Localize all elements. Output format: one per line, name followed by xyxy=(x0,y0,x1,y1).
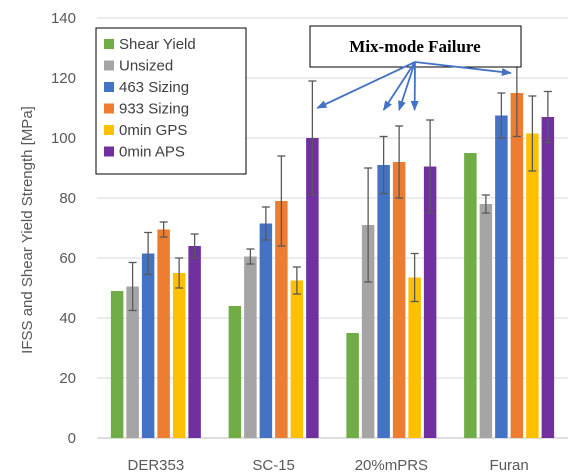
legend-label: 0min APS xyxy=(119,144,185,161)
legend-swatch xyxy=(104,146,114,157)
y-tick-label: 140 xyxy=(51,10,76,27)
annotation-arrow xyxy=(414,61,512,76)
bar xyxy=(361,225,375,438)
bar xyxy=(110,291,124,438)
bar xyxy=(464,153,477,438)
legend: Shear Yield Unsized 463 Sizing 933 Sizing 0m… xyxy=(95,27,247,175)
bar xyxy=(495,115,508,438)
bar xyxy=(510,93,524,438)
legend-swatch xyxy=(104,60,114,71)
x-tick-label: DER353 xyxy=(128,457,185,474)
y-tick-label: 60 xyxy=(59,250,76,267)
bar xyxy=(377,165,390,438)
annotation: Mix-mode Failure xyxy=(309,25,522,111)
y-tick-label: 0 xyxy=(68,430,76,447)
bar xyxy=(244,256,257,438)
bar xyxy=(141,253,155,438)
legend-swatch xyxy=(104,82,114,92)
y-tick-label: 40 xyxy=(59,310,76,327)
bar xyxy=(423,166,437,438)
bar xyxy=(306,138,319,438)
bar xyxy=(126,286,139,438)
axes: 0 20 40 60 80 100 120 140 DER353 SC-15 20%mPRS Fura… xyxy=(51,10,568,474)
annotation-arrow xyxy=(382,61,416,111)
y-tick-label: 100 xyxy=(51,130,76,147)
bar xyxy=(188,246,201,438)
bar xyxy=(479,204,493,438)
legend-label: 463 Sizing xyxy=(119,79,189,96)
annotation-arrow xyxy=(316,61,416,109)
legend-label: Shear Yield xyxy=(119,36,196,53)
legend-label: 933 Sizing xyxy=(119,101,189,118)
x-tick-label: Furan xyxy=(490,457,529,474)
legend-swatch xyxy=(104,39,114,49)
annotation-arrow xyxy=(398,61,416,111)
bar xyxy=(526,133,539,438)
bar xyxy=(172,273,186,438)
bar xyxy=(392,162,406,438)
bar xyxy=(157,229,170,438)
y-axis-title: IFSS and Shear Yield Strength [MPa] xyxy=(19,106,36,354)
legend-box xyxy=(95,27,247,175)
x-tick-label: 20%mPRS xyxy=(355,457,428,474)
annotation-box xyxy=(309,25,522,68)
bar xyxy=(275,201,288,438)
bar xyxy=(541,117,555,438)
y-tick-label: 120 xyxy=(51,70,76,87)
bar xyxy=(290,280,304,438)
bar xyxy=(228,306,242,438)
bar xyxy=(346,333,359,438)
legend-label: 0min GPS xyxy=(119,122,187,139)
legend-label: Unsized xyxy=(119,58,173,75)
error-bars xyxy=(128,48,552,312)
bar xyxy=(408,277,421,438)
bars xyxy=(110,93,555,438)
y-tick-label: 80 xyxy=(59,190,76,207)
annotation-text: Mix-mode Failure xyxy=(349,37,481,56)
legend-swatch xyxy=(104,103,114,114)
legend-swatch xyxy=(104,125,114,135)
y-tick-label: 20 xyxy=(59,370,76,387)
bar xyxy=(259,223,273,438)
x-tick-label: SC-15 xyxy=(252,457,295,474)
